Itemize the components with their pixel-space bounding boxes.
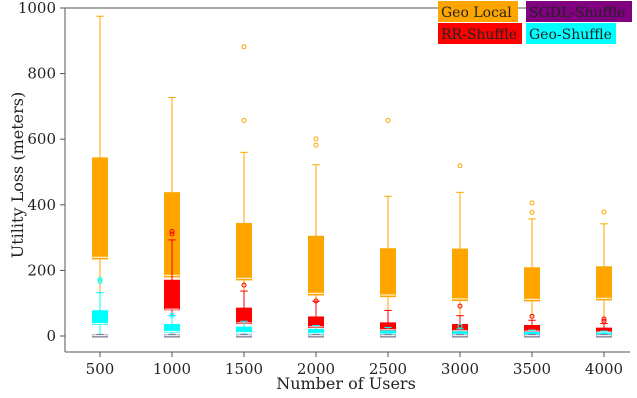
x-tick-label: 3500	[513, 360, 551, 378]
box-rr-shuffle-flier	[313, 298, 319, 304]
x-tick-label: 1500	[225, 360, 263, 378]
box-sgdl-shuffle	[596, 333, 612, 338]
legend-swatch	[526, 1, 632, 22]
box-geo-shuffle-flier	[97, 276, 103, 282]
box-geo-local	[92, 15, 108, 337]
box-geo-local-flier	[313, 142, 319, 148]
box-geo-local-flier	[457, 163, 463, 169]
box-sgdl-shuffle	[236, 333, 252, 338]
box-geo-shuffle-flier	[457, 323, 463, 329]
y-tick-label: 1000	[18, 0, 56, 17]
box-geo-local-flier	[241, 44, 247, 50]
box-geo-local-flier	[529, 209, 535, 215]
legend-label: Geo Local	[441, 5, 512, 21]
y-tick-label: 200	[27, 261, 56, 279]
box-rr-shuffle-flier	[457, 303, 463, 309]
y-tick-label: 800	[27, 65, 56, 83]
x-tick-label: 2000	[297, 360, 335, 378]
box-rr-shuffle-flier	[169, 231, 175, 237]
box-geo-shuffle	[164, 312, 180, 337]
legend-label: RR-Shuffle	[441, 27, 517, 43]
legend-label: Geo-Shuffle	[529, 27, 612, 43]
y-tick-label: 0	[46, 327, 56, 345]
x-tick-label: 1000	[153, 360, 191, 378]
x-tick-label: 4000	[585, 360, 623, 378]
box-geo-local-flier	[601, 209, 607, 215]
x-axis-label: Number of Users	[276, 374, 416, 393]
box-geo-local-box	[308, 235, 324, 296]
box-sgdl-shuffle	[380, 333, 396, 338]
box-rr-shuffle-flier	[241, 282, 247, 288]
box-rr-shuffle	[236, 282, 252, 337]
x-tick-label: 2500	[369, 360, 407, 378]
box-geo-local-box	[236, 222, 252, 281]
box-geo-local	[380, 118, 396, 337]
box-rr-shuffle-flier	[169, 228, 175, 234]
box-geo-shuffle	[308, 325, 324, 337]
box-geo-shuffle-box	[92, 310, 108, 325]
x-tick-label: 500	[86, 360, 115, 378]
box-rr-shuffle-flier	[529, 313, 535, 319]
box-geo-local-box	[380, 248, 396, 298]
box-sgdl-shuffle	[92, 333, 108, 338]
box-geo-local-box	[452, 248, 468, 302]
y-tick-label: 600	[27, 130, 56, 148]
box-geo-local-box	[596, 266, 612, 301]
legend-swatch	[526, 23, 616, 44]
y-tick-label: 400	[27, 196, 56, 214]
box-geo-local	[596, 209, 612, 337]
box-rr-shuffle-box	[164, 279, 180, 311]
box-geo-shuffle-box	[164, 324, 180, 333]
box-geo-local	[452, 163, 468, 337]
box-rr-shuffle-flier	[601, 316, 607, 322]
y-axis-label: Utility Loss (meters)	[8, 92, 27, 258]
legend-label: SGDL-Shuffle	[529, 5, 625, 21]
x-tick-label: 3000	[441, 360, 479, 378]
box-geo-local-flier	[529, 200, 535, 206]
box-sgdl-shuffle	[452, 333, 468, 338]
box-sgdl-shuffle	[308, 333, 324, 338]
box-geo-local-flier	[313, 136, 319, 142]
legend: Geo Local SGDL-Shuffle RR-Shuffle Geo-Shuff…	[438, 1, 632, 44]
box-geo-shuffle-box	[236, 326, 252, 334]
box-sgdl-shuffle	[524, 333, 540, 338]
box-geo-local-flier	[385, 118, 391, 124]
box-rr-shuffle-flier	[601, 318, 607, 324]
box-sgdl-shuffle	[164, 333, 180, 338]
box-geo-local-box	[92, 157, 108, 260]
box-geo-local-flier	[241, 118, 247, 124]
box-geo-shuffle-flier	[97, 279, 103, 285]
box-rr-shuffle	[164, 228, 180, 337]
box-geo-local	[524, 200, 540, 337]
legend-swatch	[438, 23, 522, 44]
legend-swatch	[438, 1, 518, 22]
box-geo-shuffle-flier	[169, 312, 175, 318]
box-geo-local-box	[524, 267, 540, 302]
